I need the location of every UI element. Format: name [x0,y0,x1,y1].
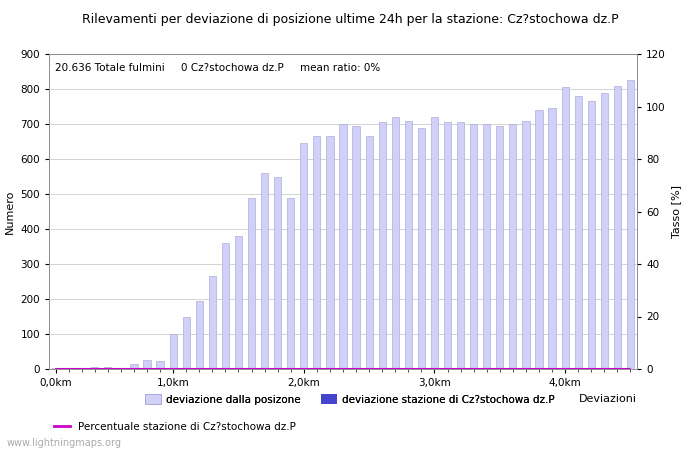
Bar [431,117,438,369]
Bar [379,122,386,369]
Bar [104,367,111,369]
Bar [444,122,451,369]
Bar [470,124,477,369]
Bar [65,368,72,369]
Bar [248,198,255,369]
Bar [418,127,425,369]
Bar [118,368,125,369]
Bar [274,176,281,369]
Text: Deviazioni: Deviazioni [579,394,637,404]
Bar [496,126,503,369]
Bar [549,108,556,369]
Bar [78,368,85,369]
Y-axis label: Tasso [%]: Tasso [%] [671,185,681,238]
Bar [314,136,321,369]
Legend: deviazione dalla posizone, deviazione stazione di Cz?stochowa dz.P: deviazione dalla posizone, deviazione st… [141,390,559,409]
Bar [561,87,568,369]
Bar [130,364,137,369]
Bar [287,198,294,369]
Bar [588,101,595,369]
Bar [326,136,333,369]
Text: 20.636 Totale fulmini     0 Cz?stochowa dz.P     mean ratio: 0%: 20.636 Totale fulmini 0 Cz?stochowa dz.P… [55,63,380,73]
Bar [575,96,582,369]
Bar [144,360,150,369]
Bar [405,121,412,369]
Bar [300,143,307,369]
Bar [483,124,490,369]
Bar [183,316,190,369]
Bar [196,301,203,369]
Bar [614,86,621,369]
Bar [601,93,608,369]
Bar [235,236,242,369]
Bar [510,124,517,369]
Y-axis label: Numero: Numero [5,189,15,234]
Bar [353,126,360,369]
Bar [627,80,634,369]
Bar [457,122,464,369]
Bar [169,334,176,369]
Bar [52,368,59,369]
Bar [222,243,229,369]
Bar [522,121,529,369]
Text: www.lightningmaps.org: www.lightningmaps.org [7,438,122,448]
Bar [261,173,268,369]
Bar [340,124,346,369]
Bar [157,361,164,369]
Legend: Percentuale stazione di Cz?stochowa dz.P: Percentuale stazione di Cz?stochowa dz.P [50,417,300,436]
Bar [365,136,372,369]
Text: Rilevamenti per deviazione di posizione ultime 24h per la stazione: Cz?stochowa : Rilevamenti per deviazione di posizione … [82,14,618,27]
Bar [392,117,399,369]
Bar [209,276,216,369]
Bar [91,367,98,369]
Bar [536,110,542,369]
